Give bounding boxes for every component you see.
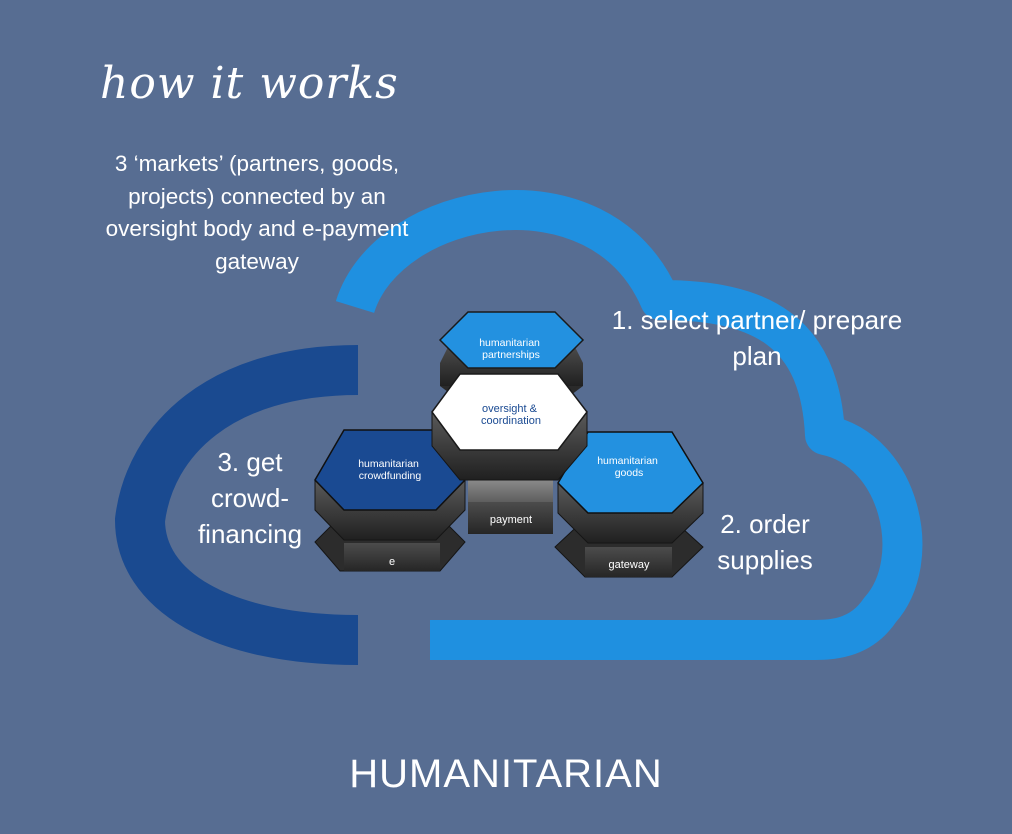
hex-stack-goods: gateway humanitarian goods xyxy=(554,431,704,578)
step-crowd-financing: 3. get crowd-financing xyxy=(197,447,303,549)
hex-goods xyxy=(557,431,704,514)
hex-stack-crowdfunding: e humanitarian crowdfunding xyxy=(314,429,466,572)
hex-oversight-line1: oversight & xyxy=(482,403,538,415)
hex-partnerships-line1: humanitarian xyxy=(479,337,540,349)
gateway-label: gateway xyxy=(609,559,650,571)
cloud-outline-left xyxy=(114,345,359,665)
hex-crowdfunding-line2: crowdfunding xyxy=(359,470,422,482)
payment-label: payment xyxy=(490,514,532,526)
svg-text:humanitarian crowdfund: humanitarian crowdfunding xyxy=(358,458,422,482)
hex-goods-line2: goods xyxy=(615,467,644,479)
hex-partnerships-line2: partnerships xyxy=(482,349,540,361)
e-label: e xyxy=(389,556,395,568)
cloud-outline-right xyxy=(335,190,923,660)
svg-text:humanitarian goods: humanitarian goods xyxy=(597,455,661,479)
hex-partnerships xyxy=(438,311,585,369)
step-order-supplies: 2. order supplies xyxy=(717,509,813,575)
payment-block: payment xyxy=(468,480,553,534)
step-select-partner: 1. select partner/ prepare plan xyxy=(611,305,903,371)
hex-oversight-line2: coordination xyxy=(481,415,541,427)
hex-crowdfunding-line1: humanitarian xyxy=(358,458,419,470)
svg-text:oversight & coordinati: oversight & coordination xyxy=(481,403,541,427)
page-subtitle: 3 ‘markets’ (partners, goods, projects) … xyxy=(105,151,409,274)
hex-oversight xyxy=(431,373,588,451)
svg-text:humanitarian partnersh: humanitarian partnerships xyxy=(479,337,543,361)
page-title: how it works xyxy=(100,58,399,109)
hex-goods-line1: humanitarian xyxy=(597,455,658,467)
footer-label: HUMANITARIAN xyxy=(349,752,663,796)
hex-stack-oversight: oversight & coordination xyxy=(431,373,588,481)
